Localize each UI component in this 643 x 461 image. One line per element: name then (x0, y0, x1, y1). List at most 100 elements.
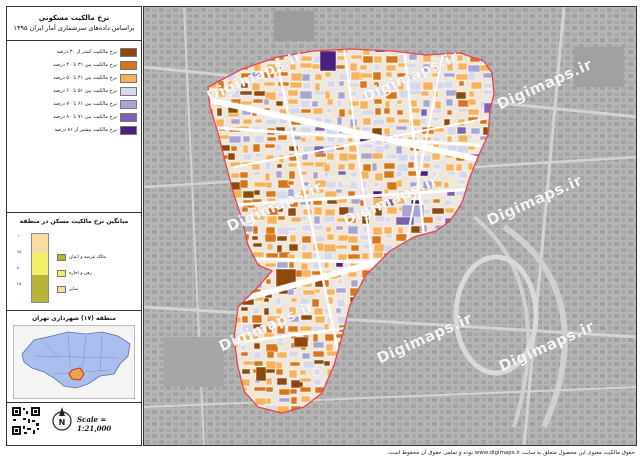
parcel (264, 233, 277, 243)
parcel (251, 314, 263, 324)
parcel (384, 216, 392, 223)
parcel (347, 162, 356, 171)
parcel (264, 172, 271, 182)
parcel (468, 90, 475, 98)
parcel (431, 207, 445, 215)
copyright-footer: حقوق مالکیت معنوی این محصول متعلق به سای… (386, 450, 635, 456)
parcel (230, 145, 238, 152)
bar-tick-label: ۰ (17, 297, 20, 302)
parcel (301, 251, 314, 260)
map-frame: Digimaps.ir Digimaps.ir Digimaps.ir Digi… (143, 6, 637, 446)
parcel (422, 81, 434, 91)
parcel (288, 261, 295, 269)
parcel (242, 118, 253, 125)
parcel (385, 91, 398, 100)
parcel (336, 49, 349, 54)
parcel (337, 253, 348, 261)
parcel (253, 181, 267, 188)
bar-segment (32, 275, 48, 302)
parcel (241, 206, 249, 213)
parcel (251, 163, 261, 171)
qr-code-icon (11, 406, 41, 436)
parcel (420, 108, 428, 117)
parcel (373, 55, 383, 64)
parcel (217, 80, 225, 90)
surrounding-park (274, 11, 314, 41)
parcel (395, 216, 415, 226)
parcel (277, 134, 288, 141)
parcel (337, 170, 347, 176)
parcel (397, 226, 404, 235)
parcel (384, 100, 391, 109)
parcel (422, 162, 431, 169)
parcel (359, 72, 373, 79)
legend-class-label: نرخ مالکیت کمتر از ۳۰ درصد (56, 49, 117, 55)
parcel (240, 343, 247, 351)
locator-title: منطقه (۱۷) شهرداری تهران (32, 315, 116, 322)
parcel (443, 199, 453, 206)
parcel (371, 162, 378, 172)
parcel (277, 207, 284, 213)
legend-swatch (120, 47, 137, 57)
parcel (314, 315, 326, 324)
parcel (311, 63, 321, 70)
parcel (263, 332, 275, 338)
parcel (311, 298, 320, 308)
parcel (445, 163, 455, 172)
parcel (288, 145, 299, 152)
parcel (263, 297, 270, 303)
legend-panel: نرخ مالکیت مسکونی براساس داده‌های سرشمار… (6, 6, 142, 446)
parcel (326, 152, 335, 161)
street (208, 185, 494, 209)
parcel (446, 62, 454, 72)
parcel (288, 306, 297, 316)
parcel (312, 341, 325, 349)
parcel (313, 307, 324, 316)
legend-class-7: نرخ مالکیت بیشتر از ۸۱ درصد (11, 125, 137, 135)
parcel (312, 188, 325, 194)
parcel (407, 161, 415, 169)
parcel (338, 80, 345, 87)
parcel (372, 71, 382, 81)
parcel (323, 323, 330, 333)
parcel (431, 171, 438, 177)
parcel (251, 235, 259, 241)
parcel (456, 54, 464, 62)
parcel (385, 153, 399, 160)
legend-class-label: نرخ مالکیت بین ۵۱ تا ۶۰ درصد (53, 88, 117, 94)
parcel (385, 55, 399, 64)
parcel (275, 297, 282, 306)
parcel (479, 117, 488, 125)
parcel (264, 262, 277, 268)
parcel (446, 109, 453, 116)
parcel (263, 307, 270, 316)
parcel (359, 100, 369, 110)
parcel (373, 181, 380, 188)
parcel (361, 252, 370, 260)
parcel (276, 341, 285, 347)
parcel (265, 181, 273, 189)
parcel (313, 359, 325, 365)
parcel (431, 108, 443, 114)
bar-chart-title: میانگین نرخ مالکیت مسکن در منطقه (19, 218, 129, 225)
parcel (422, 63, 431, 73)
map-subtitle: براساس داده‌های سرشماری آمار ایران ۱۳۹۵ (13, 24, 135, 32)
parcel (482, 126, 489, 136)
parcel (251, 71, 263, 78)
parcel (240, 306, 249, 312)
parcel (362, 117, 372, 126)
parcel (275, 100, 284, 107)
bar-key-swatch (57, 269, 66, 277)
parcel (348, 100, 360, 107)
surrounding-park (574, 47, 624, 87)
parcel (275, 315, 286, 324)
parcel (300, 99, 311, 109)
bar-key-label: سایر (69, 286, 78, 292)
parcel (241, 378, 251, 387)
parcel (275, 368, 284, 376)
parcel (467, 108, 480, 116)
parcel (289, 388, 298, 395)
parcel (482, 72, 494, 79)
parcel (299, 307, 308, 315)
parcel (385, 64, 397, 72)
